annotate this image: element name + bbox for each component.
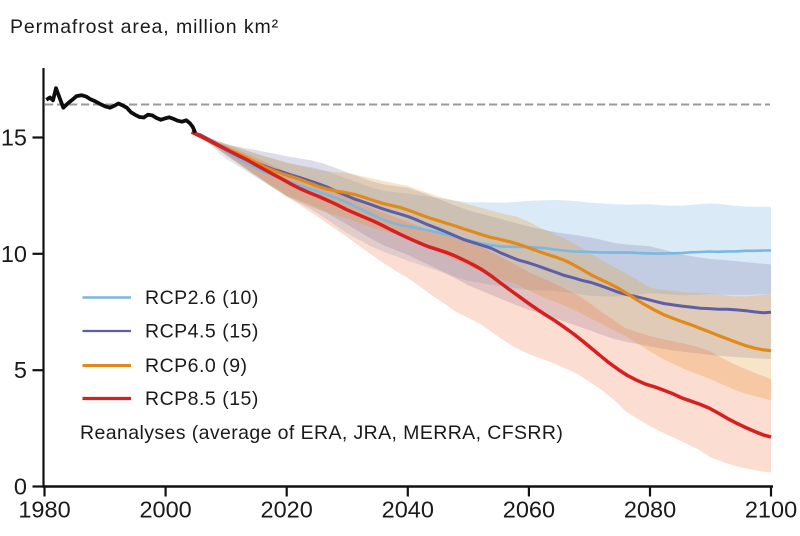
svg-text:2040: 2040 bbox=[382, 497, 434, 523]
svg-text:5: 5 bbox=[14, 357, 27, 383]
svg-text:RCP8.5 (15): RCP8.5 (15) bbox=[145, 388, 259, 410]
svg-text:15: 15 bbox=[1, 125, 27, 151]
svg-text:2020: 2020 bbox=[261, 497, 313, 523]
svg-text:2000: 2000 bbox=[139, 497, 191, 523]
svg-text:10: 10 bbox=[1, 241, 27, 267]
svg-text:Reanalyses (average of ERA, JR: Reanalyses (average of ERA, JRA, MERRA, … bbox=[80, 422, 563, 444]
svg-text:Permafrost area, million km²: Permafrost area, million km² bbox=[10, 16, 279, 38]
svg-text:1980: 1980 bbox=[18, 497, 70, 523]
svg-text:RCP4.5 (15): RCP4.5 (15) bbox=[145, 321, 259, 343]
svg-text:0: 0 bbox=[14, 474, 27, 500]
svg-text:RCP2.6 (10): RCP2.6 (10) bbox=[145, 287, 259, 309]
svg-text:2100: 2100 bbox=[745, 497, 797, 523]
svg-text:RCP6.0 (9): RCP6.0 (9) bbox=[145, 355, 248, 377]
svg-text:2080: 2080 bbox=[624, 497, 676, 523]
svg-text:2060: 2060 bbox=[503, 497, 555, 523]
